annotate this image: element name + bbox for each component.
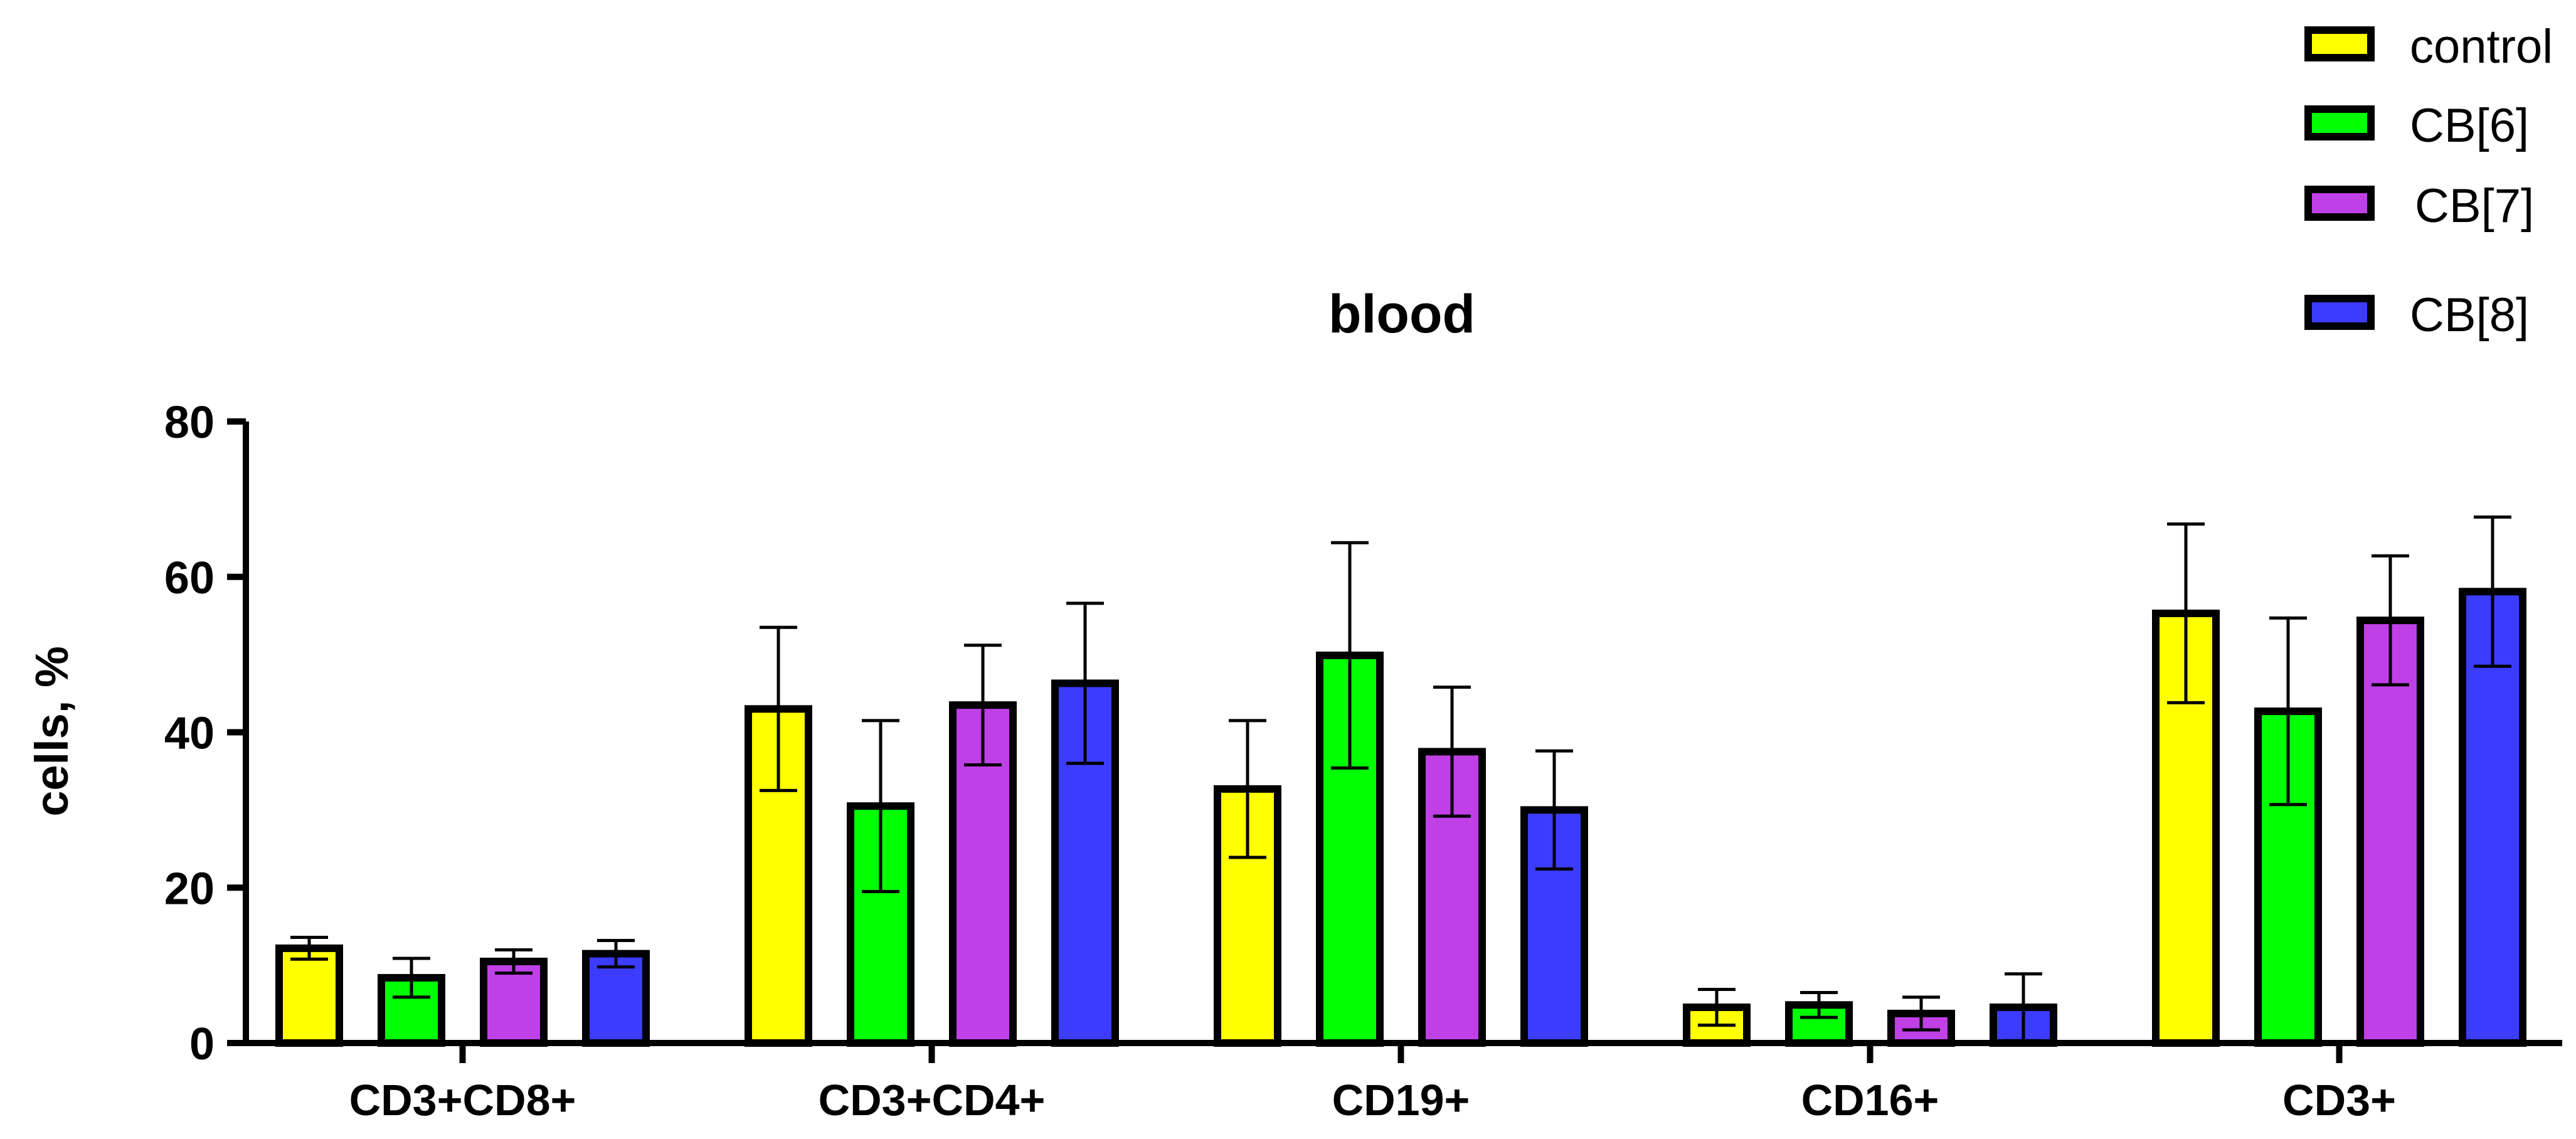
x-tick-label: CD16+ [1801, 1076, 1939, 1125]
y-axis-label: cells, % [26, 646, 78, 817]
legend-swatch [2304, 105, 2375, 140]
legend-swatch [2304, 26, 2375, 61]
bar [275, 944, 343, 1047]
y-tick-label: 20 [164, 864, 215, 914]
chart-title: blood [1328, 284, 1475, 344]
legend-label: CB[6] [2410, 99, 2529, 152]
legend-label: CB[7] [2415, 179, 2534, 233]
x-tick-label: CD19+ [1332, 1076, 1470, 1125]
y-tick-label: 0 [189, 1019, 215, 1069]
y-tick-label: 80 [164, 398, 215, 448]
bar [2152, 609, 2220, 1047]
legend-swatch [2304, 295, 2375, 330]
y-tick-label: 40 [164, 709, 215, 759]
y-tick-label: 60 [164, 553, 215, 603]
legend-label: CB[8] [2410, 289, 2529, 342]
legend-label: control [2410, 20, 2553, 73]
plot-area: 0 20 40 60 80 CD3+CD8+ CD3+CD4+ CD19+ CD16+ CD3+ [164, 398, 2562, 1125]
x-tick-label: CD3+ [2282, 1076, 2396, 1125]
legend-swatch [2304, 186, 2375, 221]
x-tick-label: CD3+CD8+ [349, 1076, 576, 1125]
legend: control CB[6] CB[7] CB[8] [2304, 20, 2553, 342]
x-tick-label: CD3+CD4+ [819, 1076, 1046, 1125]
bar [480, 957, 548, 1047]
